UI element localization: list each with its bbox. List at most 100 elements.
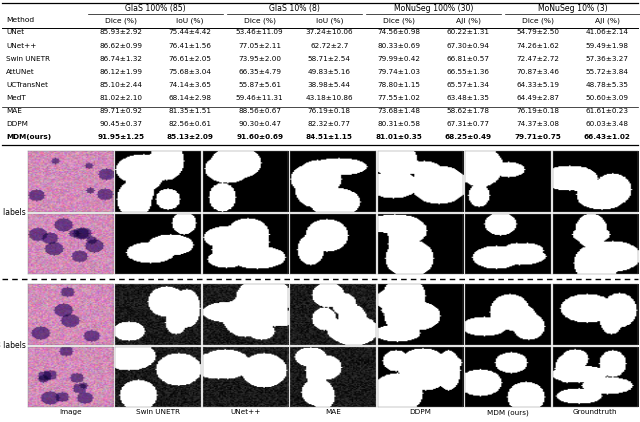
Text: AJI (%): AJI (%) xyxy=(456,17,481,24)
Text: UNet++: UNet++ xyxy=(230,409,260,415)
Text: 77.55±1.02: 77.55±1.02 xyxy=(377,95,420,101)
Text: 64.49±2.87: 64.49±2.87 xyxy=(516,95,559,101)
Text: MoNuSeg 10% (3): MoNuSeg 10% (3) xyxy=(538,4,607,13)
Text: 80.31±0.58: 80.31±0.58 xyxy=(377,121,420,127)
Text: Image: Image xyxy=(60,409,82,415)
Text: DDPM: DDPM xyxy=(6,121,28,127)
Text: 8 labels: 8 labels xyxy=(0,341,26,350)
Text: 60.03±3.48: 60.03±3.48 xyxy=(586,121,628,127)
Text: 89.71±0.92: 89.71±0.92 xyxy=(99,108,142,114)
Text: 86.62±0.99: 86.62±0.99 xyxy=(99,43,142,49)
Text: 85.93±2.92: 85.93±2.92 xyxy=(99,30,142,35)
Text: 74.37±3.08: 74.37±3.08 xyxy=(516,121,559,127)
Text: 90.45±0.37: 90.45±0.37 xyxy=(99,121,142,127)
Text: 85.13±2.09: 85.13±2.09 xyxy=(167,134,214,140)
Text: MDM(ours): MDM(ours) xyxy=(6,134,51,140)
Text: 81.35±1.51: 81.35±1.51 xyxy=(169,108,212,114)
Text: 76.19±0.18: 76.19±0.18 xyxy=(516,108,559,114)
Text: 74.14±3.65: 74.14±3.65 xyxy=(169,82,212,88)
Text: MAE: MAE xyxy=(325,409,341,415)
Text: 64.33±5.19: 64.33±5.19 xyxy=(516,82,559,88)
Text: 59.46±11.31: 59.46±11.31 xyxy=(236,95,284,101)
Text: Swin UNETR: Swin UNETR xyxy=(6,56,50,62)
Text: 59.49±1.98: 59.49±1.98 xyxy=(586,43,628,49)
Text: Dice (%): Dice (%) xyxy=(522,17,554,24)
Text: Method: Method xyxy=(6,17,34,23)
Text: 58.71±2.54: 58.71±2.54 xyxy=(308,56,351,62)
Text: AJI (%): AJI (%) xyxy=(595,17,620,24)
Text: 41.06±2.14: 41.06±2.14 xyxy=(586,30,628,35)
Text: Swin UNETR: Swin UNETR xyxy=(136,409,180,415)
Text: Groundtruth: Groundtruth xyxy=(573,409,618,415)
Text: 66.81±0.57: 66.81±0.57 xyxy=(447,56,490,62)
Text: 72.47±2.72: 72.47±2.72 xyxy=(516,56,559,62)
Text: 68.14±2.98: 68.14±2.98 xyxy=(169,95,212,101)
Text: 61.61±0.23: 61.61±0.23 xyxy=(586,108,628,114)
Text: 53.46±11.09: 53.46±11.09 xyxy=(236,30,284,35)
Text: 68.25±0.49: 68.25±0.49 xyxy=(445,134,492,140)
Text: Dice (%): Dice (%) xyxy=(105,17,137,24)
Text: 67.30±0.94: 67.30±0.94 xyxy=(447,43,490,49)
Text: MDM (ours): MDM (ours) xyxy=(487,409,529,416)
Text: 66.43±1.02: 66.43±1.02 xyxy=(584,134,630,140)
Text: DDPM: DDPM xyxy=(410,409,431,415)
Text: 78.80±1.15: 78.80±1.15 xyxy=(377,82,420,88)
Text: MoNuSeg 100% (30): MoNuSeg 100% (30) xyxy=(394,4,473,13)
Text: 63.48±1.35: 63.48±1.35 xyxy=(447,95,490,101)
Text: 73.95±2.00: 73.95±2.00 xyxy=(238,56,281,62)
Text: 38.98±5.44: 38.98±5.44 xyxy=(308,82,351,88)
Text: 77.05±2.11: 77.05±2.11 xyxy=(238,43,281,49)
Text: 90.30±0.47: 90.30±0.47 xyxy=(238,121,281,127)
Text: 37.24±10.06: 37.24±10.06 xyxy=(305,30,353,35)
Text: IoU (%): IoU (%) xyxy=(316,17,343,24)
Text: 85 labels: 85 labels xyxy=(0,208,26,217)
Text: 43.18±10.86: 43.18±10.86 xyxy=(305,95,353,101)
Text: 65.57±1.34: 65.57±1.34 xyxy=(447,82,490,88)
Text: 79.74±1.03: 79.74±1.03 xyxy=(377,69,420,75)
Text: 85.10±2.44: 85.10±2.44 xyxy=(99,82,142,88)
Text: 67.31±0.77: 67.31±0.77 xyxy=(447,121,490,127)
Text: 73.68±1.48: 73.68±1.48 xyxy=(377,108,420,114)
Text: 91.95±1.25: 91.95±1.25 xyxy=(97,134,144,140)
Text: 70.87±3.46: 70.87±3.46 xyxy=(516,69,559,75)
Text: IoU (%): IoU (%) xyxy=(177,17,204,24)
Text: 66.35±4.79: 66.35±4.79 xyxy=(238,69,281,75)
Text: 55.87±5.61: 55.87±5.61 xyxy=(238,82,281,88)
Text: 86.74±1.32: 86.74±1.32 xyxy=(99,56,142,62)
Text: Dice (%): Dice (%) xyxy=(244,17,276,24)
Text: 55.72±3.84: 55.72±3.84 xyxy=(586,69,628,75)
Text: Dice (%): Dice (%) xyxy=(383,17,415,24)
Text: UNet++: UNet++ xyxy=(6,43,36,49)
Text: UNet: UNet xyxy=(6,30,24,35)
Text: 81.01±0.35: 81.01±0.35 xyxy=(375,134,422,140)
Text: 57.36±3.27: 57.36±3.27 xyxy=(586,56,628,62)
Text: 79.99±0.42: 79.99±0.42 xyxy=(377,56,420,62)
Text: 86.12±1.99: 86.12±1.99 xyxy=(99,69,142,75)
Text: MedT: MedT xyxy=(6,95,26,101)
Text: 81.02±2.10: 81.02±2.10 xyxy=(99,95,142,101)
Text: 75.68±3.04: 75.68±3.04 xyxy=(169,69,212,75)
Text: 58.62±1.78: 58.62±1.78 xyxy=(447,108,490,114)
Text: 60.22±1.31: 60.22±1.31 xyxy=(447,30,490,35)
Text: 75.44±4.42: 75.44±4.42 xyxy=(169,30,212,35)
Text: 88.56±0.67: 88.56±0.67 xyxy=(238,108,281,114)
Text: MAE: MAE xyxy=(6,108,22,114)
Text: 82.56±0.61: 82.56±0.61 xyxy=(169,121,212,127)
Text: 54.79±2.50: 54.79±2.50 xyxy=(516,30,559,35)
Text: 74.56±0.98: 74.56±0.98 xyxy=(377,30,420,35)
Text: 84.51±1.15: 84.51±1.15 xyxy=(306,134,353,140)
Text: GlaS 10% (8): GlaS 10% (8) xyxy=(269,4,320,13)
Text: 80.33±0.69: 80.33±0.69 xyxy=(377,43,420,49)
Text: UCTransNet: UCTransNet xyxy=(6,82,48,88)
Text: 91.60±0.69: 91.60±0.69 xyxy=(236,134,284,140)
Text: 76.19±0.18: 76.19±0.18 xyxy=(308,108,351,114)
Text: 50.60±3.09: 50.60±3.09 xyxy=(586,95,628,101)
Text: 48.78±5.35: 48.78±5.35 xyxy=(586,82,628,88)
Text: GlaS 100% (85): GlaS 100% (85) xyxy=(125,4,186,13)
Text: 62.72±2.7: 62.72±2.7 xyxy=(310,43,348,49)
Text: 66.55±1.36: 66.55±1.36 xyxy=(447,69,490,75)
Text: 79.71±0.75: 79.71±0.75 xyxy=(515,134,561,140)
Text: 76.41±1.56: 76.41±1.56 xyxy=(169,43,212,49)
Text: 76.61±2.05: 76.61±2.05 xyxy=(169,56,212,62)
Text: 74.26±1.62: 74.26±1.62 xyxy=(516,43,559,49)
